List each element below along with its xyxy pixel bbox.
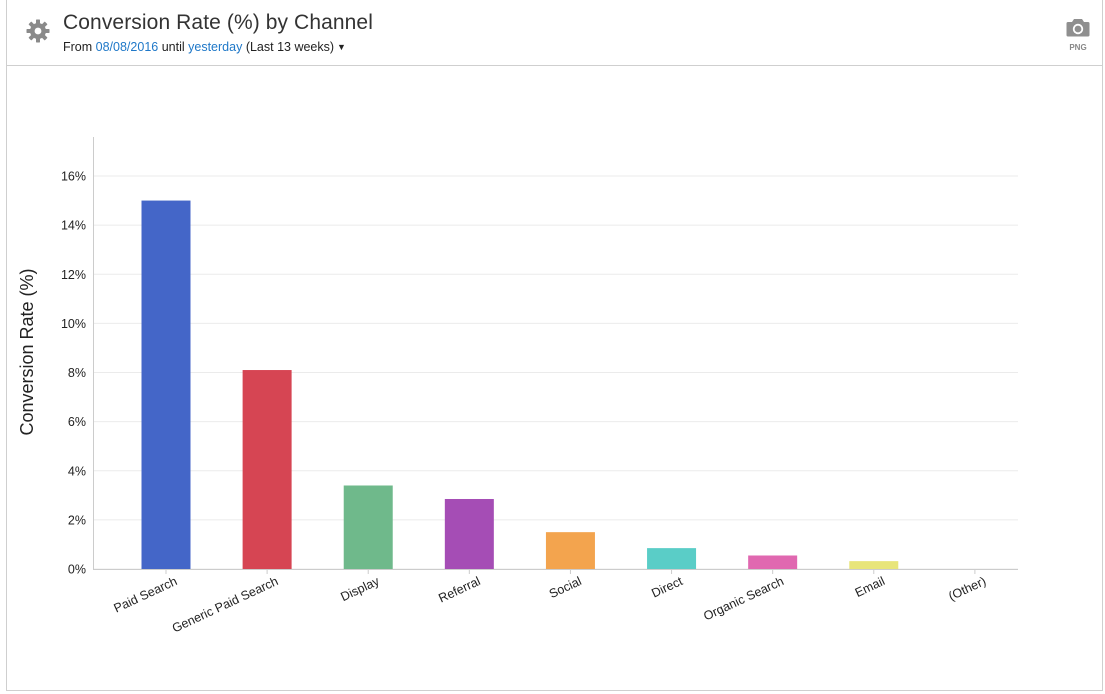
y-axis-label: Conversion Rate (%) [17, 268, 37, 435]
caret-down-icon[interactable]: ▼ [337, 42, 346, 52]
x-tick-label: (Other) [946, 574, 988, 603]
start-date-link[interactable]: 08/08/2016 [95, 40, 159, 54]
range-note: (Last 13 weeks) [245, 40, 335, 54]
bar[interactable] [647, 548, 697, 569]
x-tick-label: Generic Paid Search [170, 574, 280, 635]
bar[interactable] [141, 200, 191, 569]
y-tick-label: 0% [68, 563, 86, 577]
y-tick-label: 8% [68, 366, 86, 380]
bars [141, 200, 899, 569]
chart-title: Conversion Rate (%) by Channel [63, 11, 373, 34]
x-tick-label: Display [338, 574, 382, 604]
x-tick-label: Organic Search [701, 574, 786, 623]
panel-header: Conversion Rate (%) by Channel From 08/0… [7, 0, 1102, 66]
y-tick-label: 6% [68, 415, 86, 429]
gear-icon[interactable] [26, 19, 50, 43]
png-label: PNG [1069, 43, 1087, 52]
y-tick-label: 10% [61, 317, 86, 331]
x-tick-label: Social [547, 574, 584, 601]
x-tick-label: Email [853, 574, 887, 600]
date-range: From 08/08/2016 until yesterday (Last 13… [63, 40, 346, 54]
png-export-button[interactable]: PNG [1065, 18, 1091, 56]
x-tick-label: Referral [436, 574, 482, 605]
bar[interactable] [748, 555, 798, 569]
y-tick-label: 2% [68, 513, 86, 527]
axes [93, 137, 1018, 574]
bar[interactable] [545, 532, 595, 569]
camera-icon [1066, 19, 1090, 41]
end-date-link[interactable]: yesterday [188, 40, 243, 54]
y-tick-label: 12% [61, 268, 86, 282]
x-tick-label: Direct [649, 574, 685, 601]
y-tick-label: 14% [61, 219, 86, 233]
bar[interactable] [242, 370, 292, 569]
bar[interactable] [343, 485, 393, 569]
x-tick-label: Paid Search [112, 574, 180, 615]
y-tick-labels: 0% 2% 4% 6% 8% 10% 12% 14% 16% [61, 170, 86, 577]
grid-lines [93, 175, 1018, 570]
bar[interactable] [444, 498, 494, 569]
bar[interactable] [849, 561, 899, 569]
y-tick-label: 16% [61, 170, 86, 184]
until-label: until [161, 40, 185, 54]
y-tick-label: 4% [68, 464, 86, 478]
from-label: From [63, 40, 93, 54]
